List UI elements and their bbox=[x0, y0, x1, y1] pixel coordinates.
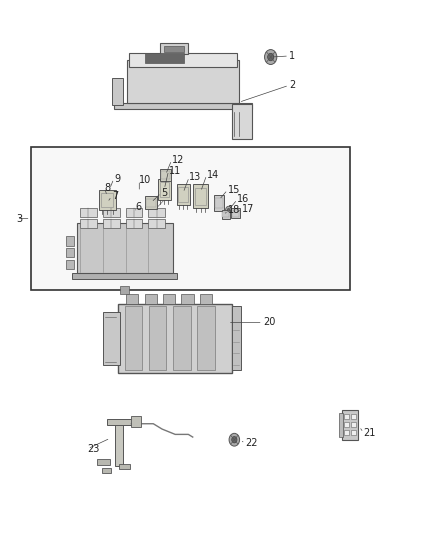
FancyBboxPatch shape bbox=[118, 304, 232, 373]
FancyBboxPatch shape bbox=[127, 60, 239, 103]
FancyBboxPatch shape bbox=[173, 306, 191, 370]
FancyBboxPatch shape bbox=[344, 430, 349, 435]
FancyBboxPatch shape bbox=[342, 410, 358, 440]
FancyBboxPatch shape bbox=[102, 468, 111, 473]
Text: 10: 10 bbox=[139, 175, 152, 185]
FancyBboxPatch shape bbox=[160, 169, 171, 181]
FancyBboxPatch shape bbox=[145, 53, 184, 63]
FancyBboxPatch shape bbox=[107, 419, 134, 425]
Text: 3: 3 bbox=[17, 214, 23, 223]
FancyBboxPatch shape bbox=[351, 414, 356, 419]
FancyBboxPatch shape bbox=[339, 413, 343, 437]
FancyBboxPatch shape bbox=[161, 171, 170, 179]
FancyBboxPatch shape bbox=[103, 312, 120, 365]
Text: 23: 23 bbox=[88, 444, 100, 454]
Text: 21: 21 bbox=[364, 428, 376, 438]
FancyBboxPatch shape bbox=[145, 196, 157, 209]
FancyBboxPatch shape bbox=[125, 306, 142, 370]
FancyBboxPatch shape bbox=[197, 306, 215, 370]
Text: 12: 12 bbox=[172, 155, 184, 165]
FancyBboxPatch shape bbox=[149, 306, 166, 370]
Text: 15: 15 bbox=[228, 185, 240, 195]
FancyBboxPatch shape bbox=[80, 219, 97, 228]
FancyBboxPatch shape bbox=[126, 294, 138, 304]
FancyBboxPatch shape bbox=[215, 198, 223, 208]
FancyBboxPatch shape bbox=[351, 422, 356, 427]
FancyBboxPatch shape bbox=[344, 414, 349, 419]
FancyBboxPatch shape bbox=[232, 211, 240, 216]
FancyBboxPatch shape bbox=[231, 208, 240, 218]
Text: 6: 6 bbox=[136, 202, 142, 212]
FancyBboxPatch shape bbox=[146, 198, 156, 207]
FancyBboxPatch shape bbox=[72, 273, 177, 279]
FancyBboxPatch shape bbox=[80, 208, 97, 217]
Text: 9: 9 bbox=[114, 174, 120, 183]
Text: 22: 22 bbox=[245, 439, 258, 448]
FancyBboxPatch shape bbox=[112, 78, 123, 105]
FancyBboxPatch shape bbox=[159, 182, 169, 197]
FancyBboxPatch shape bbox=[195, 188, 206, 205]
Text: 14: 14 bbox=[207, 170, 219, 180]
FancyBboxPatch shape bbox=[214, 195, 224, 211]
FancyBboxPatch shape bbox=[115, 421, 123, 466]
FancyBboxPatch shape bbox=[193, 184, 208, 208]
FancyBboxPatch shape bbox=[145, 294, 157, 304]
Circle shape bbox=[232, 437, 237, 443]
Text: 5: 5 bbox=[161, 188, 167, 198]
FancyBboxPatch shape bbox=[126, 219, 142, 228]
Text: 1: 1 bbox=[289, 51, 295, 61]
FancyBboxPatch shape bbox=[351, 430, 356, 435]
FancyBboxPatch shape bbox=[158, 179, 171, 200]
FancyBboxPatch shape bbox=[163, 294, 175, 304]
FancyBboxPatch shape bbox=[77, 223, 173, 273]
FancyBboxPatch shape bbox=[120, 286, 129, 294]
FancyBboxPatch shape bbox=[178, 188, 187, 201]
FancyBboxPatch shape bbox=[66, 236, 74, 246]
FancyBboxPatch shape bbox=[232, 306, 241, 370]
Text: 11: 11 bbox=[169, 166, 181, 175]
Text: 13: 13 bbox=[189, 172, 201, 182]
Text: 20: 20 bbox=[263, 318, 275, 327]
FancyBboxPatch shape bbox=[148, 208, 165, 217]
FancyBboxPatch shape bbox=[181, 294, 194, 304]
Circle shape bbox=[226, 206, 232, 214]
FancyBboxPatch shape bbox=[223, 212, 229, 217]
FancyBboxPatch shape bbox=[177, 184, 190, 205]
Text: 7: 7 bbox=[112, 191, 118, 201]
FancyBboxPatch shape bbox=[164, 46, 184, 52]
Circle shape bbox=[227, 208, 230, 212]
Circle shape bbox=[265, 50, 277, 64]
FancyBboxPatch shape bbox=[131, 416, 141, 427]
Circle shape bbox=[268, 53, 274, 61]
FancyBboxPatch shape bbox=[66, 248, 74, 257]
FancyBboxPatch shape bbox=[148, 219, 165, 228]
FancyBboxPatch shape bbox=[344, 422, 349, 427]
Text: 17: 17 bbox=[242, 204, 254, 214]
FancyBboxPatch shape bbox=[114, 103, 252, 109]
FancyBboxPatch shape bbox=[97, 459, 110, 465]
Text: 18: 18 bbox=[228, 205, 240, 215]
FancyBboxPatch shape bbox=[66, 260, 74, 269]
FancyBboxPatch shape bbox=[31, 147, 350, 290]
FancyBboxPatch shape bbox=[232, 104, 252, 139]
FancyBboxPatch shape bbox=[200, 294, 212, 304]
FancyBboxPatch shape bbox=[103, 219, 120, 228]
Text: 8: 8 bbox=[104, 183, 110, 192]
Text: 16: 16 bbox=[237, 195, 250, 204]
FancyBboxPatch shape bbox=[126, 208, 142, 217]
Circle shape bbox=[229, 433, 240, 446]
FancyBboxPatch shape bbox=[119, 464, 130, 469]
FancyBboxPatch shape bbox=[103, 208, 120, 217]
FancyBboxPatch shape bbox=[160, 43, 188, 54]
FancyBboxPatch shape bbox=[101, 193, 113, 207]
FancyBboxPatch shape bbox=[99, 190, 116, 210]
FancyBboxPatch shape bbox=[222, 210, 230, 219]
Text: 2: 2 bbox=[289, 80, 295, 90]
FancyBboxPatch shape bbox=[129, 53, 237, 67]
